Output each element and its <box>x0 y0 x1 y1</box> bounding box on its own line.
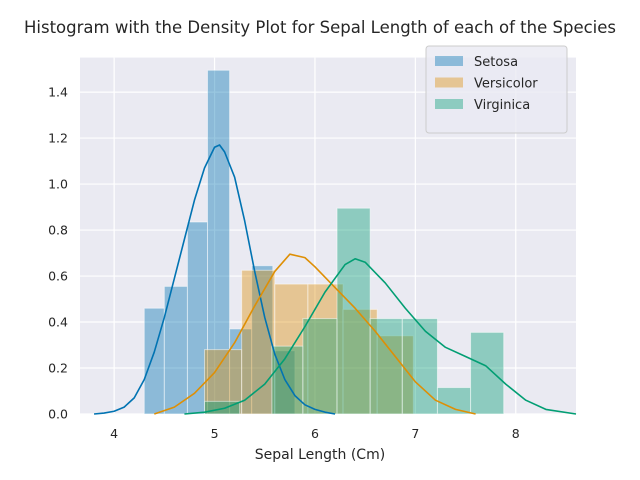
histogram-bars <box>143 69 505 415</box>
bar-versicolor <box>376 335 414 415</box>
legend-label-setosa: Setosa <box>474 55 518 70</box>
density-curve-setosa <box>93 144 336 415</box>
legend-swatch-versicolor <box>435 77 463 88</box>
y-tick-label: 1.2 <box>48 131 68 146</box>
y-tick-label: 0.4 <box>48 315 68 330</box>
bar-virginica <box>271 345 304 415</box>
bar-setosa <box>143 307 165 415</box>
y-tick-label: 0.6 <box>48 269 68 284</box>
legend-box <box>425 45 568 134</box>
x-tick-label: 7 <box>411 426 419 441</box>
y-tick-labels: 0.0 0.2 0.4 0.6 0.8 1.0 1.2 1.4 <box>48 85 68 422</box>
x-axis-title: Sepal Length (Cm) <box>255 447 385 463</box>
x-tick-labels: 4 5 6 7 8 <box>110 426 520 441</box>
density-curve-virginica <box>184 257 577 415</box>
density-curve-versicolor <box>154 253 476 415</box>
bar-virginica <box>204 400 241 415</box>
x-tick-label: 6 <box>311 426 319 441</box>
legend-swatch-setosa <box>435 56 463 66</box>
y-tick-label: 0.8 <box>48 223 68 238</box>
y-tick-label: 1.4 <box>48 85 68 100</box>
bar-virginica <box>369 318 403 415</box>
legend-label-versicolor: Versicolor <box>474 77 538 92</box>
x-tick-label: 4 <box>110 426 118 441</box>
x-tick-label: 5 <box>211 426 219 441</box>
bar-virginica <box>470 331 505 415</box>
y-tick-label: 1.0 <box>48 177 68 192</box>
legend-swatch-virginica <box>435 99 463 109</box>
legend-label-virginica: Virginica <box>474 98 530 113</box>
bar-versicolor <box>241 269 276 415</box>
bar-virginica <box>336 207 371 415</box>
y-tick-label: 0.2 <box>48 361 68 376</box>
legend: Setosa Versicolor Virginica <box>425 45 568 134</box>
bar-virginica <box>302 318 338 415</box>
y-tick-label: 0.0 <box>48 407 68 422</box>
bar-virginica <box>436 387 472 415</box>
chart-title: Histogram with the Density Plot for Sepa… <box>24 18 616 37</box>
x-tick-label: 8 <box>512 426 520 441</box>
density-curves <box>93 144 577 415</box>
bar-virginica <box>401 318 438 415</box>
